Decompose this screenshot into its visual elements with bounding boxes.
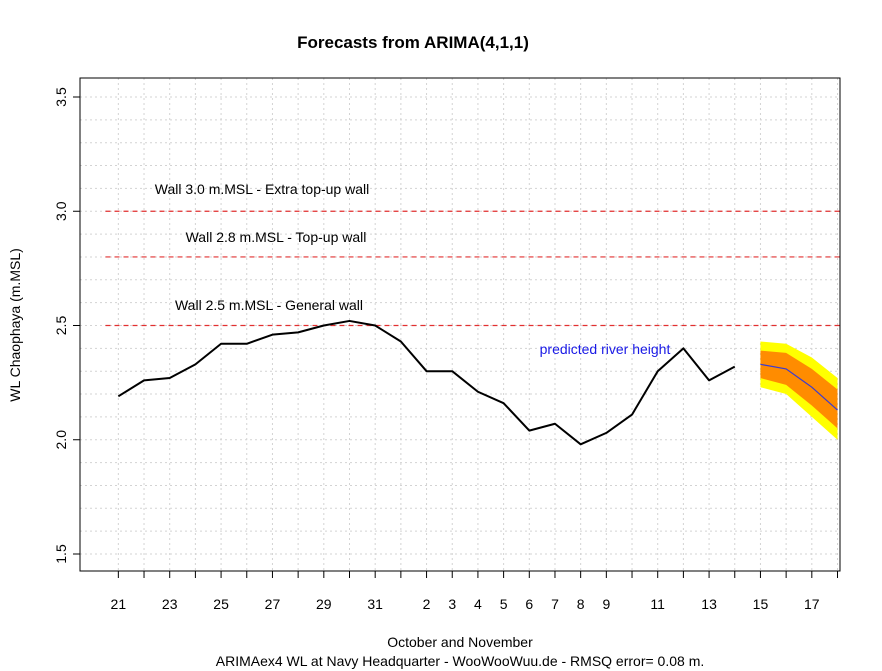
x-tick-label: 15 [753,596,769,612]
x-tick-label: 8 [577,596,585,612]
x-axis-label: October and November [387,634,533,650]
x-tick-label: 6 [525,596,533,612]
series [117,319,838,446]
y-tick-label: 2.5 [53,316,69,336]
x-tick-label: 7 [551,596,559,612]
wall-label-3-0: Wall 3.0 m.MSL - Extra top-up wall [155,181,369,197]
y-axis-label: WL Chaophaya (m.MSL) [7,248,23,402]
y-tick-label: 3.5 [53,87,69,107]
y-tick-label: 3.0 [53,201,69,221]
x-tick-label: 4 [474,596,482,612]
x-tick-label: 21 [111,596,127,612]
x-tick-label: 5 [500,596,508,612]
observed-line [117,319,736,446]
reference-lines [105,210,840,327]
y-tick-label: 2.0 [53,430,69,450]
forecast-bands [760,341,838,440]
x-tick-label: 13 [701,596,717,612]
x-tick-label: 29 [316,596,332,612]
x-tick-label: 9 [602,596,610,612]
x-tick-label: 11 [650,596,665,612]
y-tick-label: 1.5 [53,544,69,564]
wall-label-2-8: Wall 2.8 m.MSL - Top-up wall [186,229,367,245]
grid [80,78,840,571]
x-tick-label: 23 [162,596,178,612]
wall-label-2-5: Wall 2.5 m.MSL - General wall [175,297,363,313]
chart-subtitle: ARIMAex4 WL at Navy Headquarter - WooWoo… [216,653,705,669]
x-tick-label: 2 [423,596,431,612]
x-tick-label: 3 [448,596,456,612]
x-axis: 21 23 25 27 29 31 2 3 4 5 6 7 8 9 11 13 15 17 [111,571,838,612]
forecast-mean-line [760,363,838,411]
x-tick-label: 27 [265,596,281,612]
x-tick-label: 25 [213,596,229,612]
band-80 [760,350,838,429]
predicted-river-height-label: predicted river height [540,341,671,357]
x-tick-label: 31 [367,596,383,612]
x-tick-label: 17 [804,596,820,612]
chart-title: Forecasts from ARIMA(4,1,1) [297,33,529,52]
plot-frame [79,77,841,572]
y-axis: 1.5 2.0 2.5 3.0 3.5 [53,87,80,564]
